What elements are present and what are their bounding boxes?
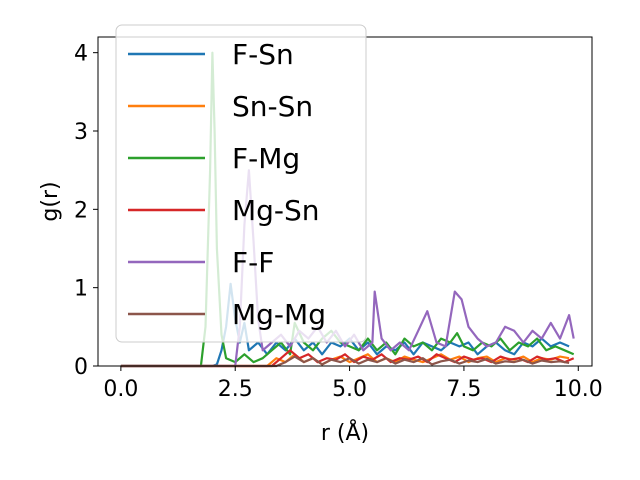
y-tick-label: 1 bbox=[74, 277, 88, 302]
legend: F-Sn Sn-Sn F-Mg Mg-Sn F-F Mg-Mg bbox=[115, 24, 367, 343]
series-line-f-f bbox=[120, 169, 575, 368]
x-tick-label: 7.5 bbox=[446, 377, 481, 402]
x-tick-label: 10.0 bbox=[554, 377, 603, 402]
legend-entry-label: Mg-Mg bbox=[232, 298, 326, 331]
y-axis-ticks: 0 1 2 3 4 bbox=[74, 42, 98, 380]
x-tick-label: 5.0 bbox=[332, 377, 367, 402]
x-axis-label: r (Å) bbox=[321, 419, 369, 446]
x-axis-ticks: 0.0 2.5 5.0 7.5 10.0 bbox=[103, 366, 603, 402]
legend-entry-label: F-Mg bbox=[232, 142, 300, 175]
y-tick-label: 0 bbox=[74, 355, 88, 380]
series-line-mg-mg bbox=[120, 355, 570, 368]
y-axis-label: g(r) bbox=[38, 181, 63, 221]
legend-entry-label: Mg-Sn bbox=[232, 194, 320, 227]
legend-entry-label: F-Sn bbox=[232, 38, 294, 71]
legend-box bbox=[115, 24, 367, 343]
y-tick-label: 4 bbox=[74, 42, 88, 67]
legend-entry-label: F-F bbox=[232, 246, 274, 279]
legend-entry-label: Sn-Sn bbox=[232, 90, 313, 123]
y-tick-label: 3 bbox=[74, 120, 88, 145]
x-tick-label: 2.5 bbox=[218, 377, 253, 402]
plot-lines bbox=[120, 51, 575, 368]
series-line-f-mg bbox=[120, 51, 575, 368]
x-tick-label: 0.0 bbox=[103, 377, 138, 402]
y-tick-label: 2 bbox=[74, 198, 88, 223]
